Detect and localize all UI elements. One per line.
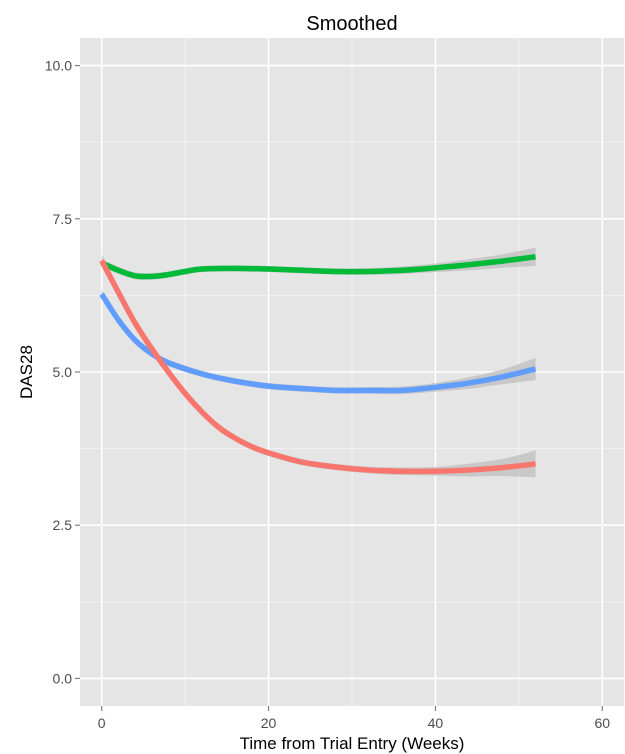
y-tick-label: 0.0: [53, 670, 73, 686]
y-axis: 0.0 2.5 5.0 7.5 10.0: [45, 58, 80, 686]
y-axis-label: DAS28: [17, 345, 36, 399]
confidence-band-0: [101, 247, 536, 280]
confidence-band-1: [101, 289, 536, 395]
series-line-0: [100, 254, 536, 280]
x-axis-label: Time from Trial Entry (Weeks): [240, 734, 465, 753]
major-grid: [80, 38, 624, 706]
series-line-2: [99, 259, 536, 475]
y-tick-label: 5.0: [53, 364, 73, 380]
x-axis: 0 20 40 60: [98, 706, 611, 731]
y-tick-label: 2.5: [53, 517, 73, 533]
y-tick-label: 10.0: [45, 58, 72, 74]
series-lines: [99, 254, 537, 475]
x-tick-label: 40: [428, 715, 444, 731]
y-tick-label: 7.5: [53, 211, 73, 227]
chart-title: Smoothed: [306, 13, 397, 35]
series-line-1: [99, 292, 537, 394]
x-tick-label: 60: [595, 715, 611, 731]
x-tick-label: 20: [261, 715, 277, 731]
x-tick-label: 0: [98, 715, 106, 731]
